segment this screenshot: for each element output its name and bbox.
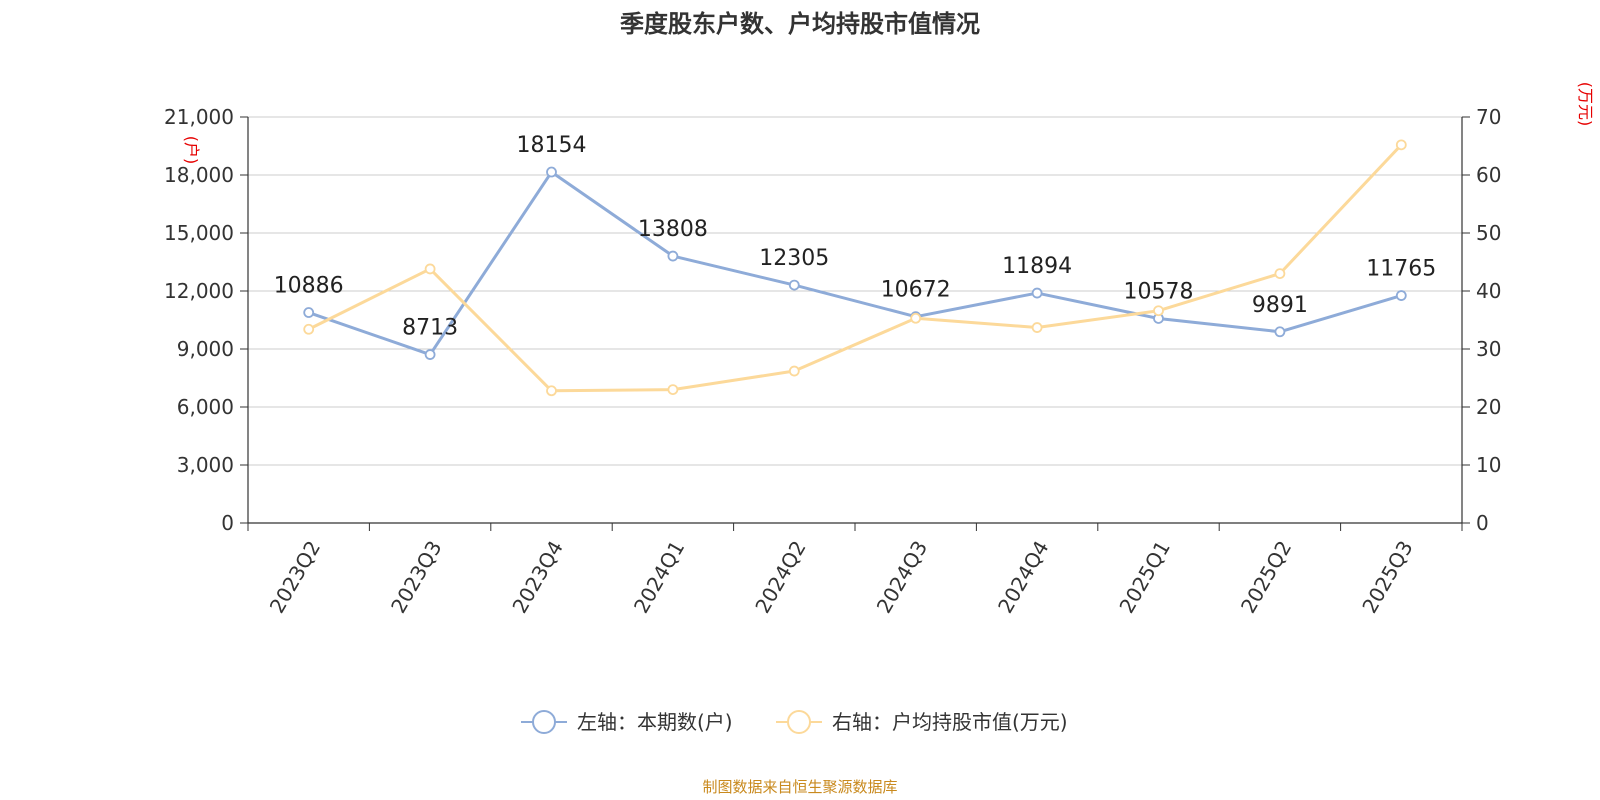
- data-label: 11894: [1002, 254, 1072, 279]
- right-axis-tick-label: 40: [1476, 279, 1501, 303]
- left-series-point: [788, 279, 800, 291]
- data-label: 9891: [1252, 293, 1308, 318]
- left-series-point: [1031, 287, 1043, 299]
- data-labels: 10886 8713 18154 13808 12305 10672 11894 10578 9…: [274, 133, 1437, 341]
- x-axis-tick-label: 2023Q4: [507, 537, 567, 618]
- legend-circle-icon: [787, 710, 811, 734]
- right-series-point: [667, 384, 679, 396]
- left-series-point: [546, 166, 557, 178]
- legend-item[interactable]: 右轴：户均持股市值(万元): [776, 710, 1068, 734]
- right-axis-tick-label: 10: [1476, 453, 1501, 477]
- right-series-point: [424, 263, 436, 275]
- left-axis-unit: (户): [182, 136, 201, 165]
- x-axis-tick-label: 2023Q2: [265, 537, 325, 618]
- legend-label: 右轴：户均持股市值(万元): [832, 710, 1068, 734]
- right-series-point: [910, 312, 922, 324]
- x-axis-tick-label: 2025Q2: [1236, 537, 1296, 618]
- left-series-point: [1395, 290, 1407, 301]
- data-label: 10672: [881, 278, 951, 303]
- legend-circle-icon: [532, 710, 556, 734]
- data-label: 18154: [517, 133, 587, 158]
- legend[interactable]: 左轴：本期数(户) 右轴：户均持股市值(万元): [521, 710, 1068, 734]
- left-axis-tick-label: 0: [221, 511, 234, 535]
- x-axis-tick-label: 2025Q3: [1357, 537, 1417, 618]
- data-label: 12305: [759, 246, 829, 271]
- data-label: 10578: [1124, 279, 1194, 304]
- source-note: 制图数据来自恒生聚源数据库: [702, 778, 897, 796]
- left-series-point: [303, 307, 315, 318]
- right-axis-unit: (万元): [1576, 82, 1595, 127]
- left-axis-tick-label: 12,000: [164, 279, 234, 303]
- grid-lines: [248, 116, 1462, 466]
- x-axis-tick-label: 2025Q1: [1114, 537, 1174, 618]
- data-label: 8713: [402, 316, 458, 341]
- left-series-point: [667, 250, 679, 262]
- left-axis-tick-label: 18,000: [164, 163, 234, 187]
- chart-title: 季度股东户数、户均持股市值情况: [620, 10, 980, 38]
- x-axis-tick-label: 2024Q1: [629, 537, 689, 618]
- left-series-line: [308, 170, 1402, 357]
- left-axis-tick-label: 6,000: [177, 395, 234, 419]
- right-axis-tick-label: 0: [1476, 511, 1489, 535]
- right-series-point: [788, 365, 800, 377]
- right-axis-tick-label: 30: [1476, 337, 1501, 361]
- left-series-point: [1274, 326, 1286, 338]
- x-axis-tick-label: 2023Q3: [386, 537, 446, 618]
- legend-item[interactable]: 左轴：本期数(户): [521, 710, 733, 734]
- legend-label: 左轴：本期数(户): [577, 710, 733, 734]
- series-lines: [303, 139, 1407, 397]
- x-axis-tick-label: 2024Q2: [750, 537, 810, 618]
- left-axis-tick-label: 3,000: [177, 453, 234, 477]
- right-series-point: [1031, 322, 1043, 333]
- right-series-point: [1274, 268, 1286, 280]
- left-axis-tick-label: 15,000: [164, 221, 234, 245]
- data-label: 13808: [638, 217, 708, 242]
- x-axis-tick-label: 2024Q3: [872, 537, 932, 618]
- left-axis-tick-label: 21,000: [164, 105, 234, 129]
- right-series-point: [303, 323, 315, 335]
- data-label: 11765: [1366, 257, 1436, 282]
- left-series-point: [424, 349, 436, 360]
- right-series-point: [546, 385, 557, 397]
- left-axis-tick-label: 9,000: [177, 337, 234, 361]
- right-axis-tick-label: 50: [1476, 221, 1501, 245]
- right-series-line: [308, 143, 1403, 393]
- right-series-point: [1395, 139, 1407, 151]
- right-series-point: [1153, 305, 1164, 317]
- x-axis-tick-label: 2024Q4: [993, 537, 1053, 618]
- right-axis-tick-label: 60: [1476, 163, 1501, 187]
- right-axis-tick-label: 20: [1476, 395, 1501, 419]
- data-label: 10886: [274, 274, 344, 299]
- right-axis-tick-label: 70: [1476, 105, 1501, 129]
